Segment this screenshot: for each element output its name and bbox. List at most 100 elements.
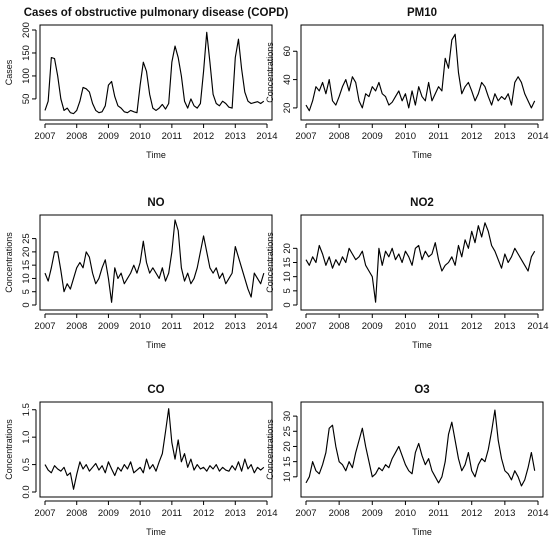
y-tick-label: 20 xyxy=(282,243,293,254)
x-tick-label: 2012 xyxy=(461,131,482,142)
x-tick-label: 2014 xyxy=(527,508,548,519)
y-tick-label: 100 xyxy=(21,68,32,84)
plot-frame xyxy=(39,24,273,121)
series-line-no xyxy=(44,219,265,303)
x-tick-label: 2012 xyxy=(193,508,214,519)
x-tick-label: 2009 xyxy=(98,508,119,519)
x-tick-label: 2009 xyxy=(98,321,119,332)
x-tick-label: 2011 xyxy=(428,131,448,142)
x-tick-label: 2011 xyxy=(162,131,182,142)
y-tick-label: 50 xyxy=(21,94,32,105)
x-tick-label: 2008 xyxy=(329,131,350,142)
y-tick-label: 20 xyxy=(282,441,293,452)
x-axis-label: Time xyxy=(412,150,432,160)
x-tick-label: 2007 xyxy=(295,321,316,332)
x-tick-label: 2014 xyxy=(527,321,548,332)
x-tick-label: 2011 xyxy=(428,321,448,332)
series-line-cases-of-obstructive-pulmonary-disease-copd xyxy=(44,31,265,115)
y-tick-label: 1.0 xyxy=(21,431,32,444)
x-tick-label: 2014 xyxy=(256,508,277,519)
chart-panel-pm10: PM10 2007 2008 2009 2010 2011 2012 2013 2014 Time… xyxy=(265,7,549,160)
series-line-pm10 xyxy=(305,33,536,112)
series-line-o3 xyxy=(305,409,536,487)
x-axis-label: Time xyxy=(412,340,432,350)
x-tick-label: 2012 xyxy=(193,131,214,142)
x-tick-label: 2010 xyxy=(130,131,151,142)
x-tick-label: 2010 xyxy=(395,508,416,519)
x-tick-label: 2014 xyxy=(256,321,277,332)
x-tick-label: 2008 xyxy=(66,508,87,519)
chart-title: Cases of obstructive pulmonary disease (… xyxy=(24,7,289,19)
chart-title: CO xyxy=(147,384,164,396)
y-tick-label: 30 xyxy=(282,411,293,422)
chart-title: NO2 xyxy=(410,197,434,209)
y-tick-label: 0 xyxy=(282,302,293,307)
x-tick-label: 2010 xyxy=(395,321,416,332)
x-tick-label: 2013 xyxy=(225,321,246,332)
x-tick-label: 2010 xyxy=(130,321,151,332)
y-axis-label: Concentrations xyxy=(4,232,14,293)
series-line-no2 xyxy=(305,222,536,303)
x-tick-label: 2011 xyxy=(162,321,182,332)
y-tick-label: 10 xyxy=(21,273,32,284)
y-axis-label: Concentrations xyxy=(4,419,14,480)
x-tick-label: 2008 xyxy=(66,321,87,332)
y-tick-label: 0.5 xyxy=(21,458,32,471)
y-tick-label: 1.5 xyxy=(21,403,32,416)
plot-frame xyxy=(300,214,544,311)
x-tick-label: 2009 xyxy=(362,321,383,332)
series-line-co xyxy=(44,408,265,490)
x-tick-label: 2013 xyxy=(225,131,246,142)
x-tick-label: 2013 xyxy=(494,131,515,142)
y-tick-label: 150 xyxy=(21,45,32,61)
y-axis-label: Concentrations xyxy=(265,232,275,293)
y-tick-label: 20 xyxy=(282,103,293,114)
y-tick-label: 60 xyxy=(282,46,293,57)
y-tick-label: 15 xyxy=(282,257,293,268)
y-tick-label: 0.0 xyxy=(21,485,32,498)
x-tick-label: 2010 xyxy=(130,508,151,519)
chart-title: PM10 xyxy=(407,7,437,19)
x-tick-label: 2012 xyxy=(461,508,482,519)
y-tick-label: 200 xyxy=(21,22,32,38)
x-tick-label: 2009 xyxy=(362,508,383,519)
x-tick-label: 2009 xyxy=(98,131,119,142)
y-tick-label: 25 xyxy=(282,426,293,437)
y-tick-label: 15 xyxy=(21,260,32,271)
x-axis-label: Time xyxy=(146,527,166,537)
plot-frame xyxy=(300,24,544,121)
plot-frame xyxy=(300,401,544,498)
x-tick-label: 2013 xyxy=(494,321,515,332)
x-axis-label: Time xyxy=(146,150,166,160)
y-axis-label: Concentrations xyxy=(265,419,275,480)
y-tick-label: 10 xyxy=(282,472,293,483)
y-tick-label: 5 xyxy=(21,289,32,294)
x-tick-label: 2014 xyxy=(527,131,548,142)
x-axis-label: Time xyxy=(146,340,166,350)
y-tick-label: 20 xyxy=(21,247,32,258)
x-tick-label: 2009 xyxy=(362,131,383,142)
y-tick-label: 0 xyxy=(21,302,32,307)
x-tick-label: 2007 xyxy=(295,508,316,519)
x-tick-label: 2011 xyxy=(162,508,182,519)
y-tick-label: 5 xyxy=(282,288,293,293)
y-tick-label: 40 xyxy=(282,74,293,85)
y-tick-label: 10 xyxy=(282,271,293,282)
chart-title: NO xyxy=(147,197,164,209)
x-tick-label: 2013 xyxy=(494,508,515,519)
x-tick-label: 2011 xyxy=(428,508,448,519)
chart-panel-o3: O3 2007 2008 2009 2010 2011 2012 2013 2014 Time 10… xyxy=(265,384,549,537)
x-tick-label: 2012 xyxy=(193,321,214,332)
x-tick-label: 2008 xyxy=(329,508,350,519)
x-tick-label: 2013 xyxy=(225,508,246,519)
x-tick-label: 2007 xyxy=(34,131,55,142)
x-axis-label: Time xyxy=(412,527,432,537)
x-tick-label: 2008 xyxy=(329,321,350,332)
y-tick-label: 15 xyxy=(282,456,293,467)
chart-panel-co: CO 2007 2008 2009 2010 2011 2012 2013 2014 Time 0.… xyxy=(4,384,278,537)
y-tick-label: 25 xyxy=(21,233,32,244)
x-tick-label: 2014 xyxy=(256,131,277,142)
